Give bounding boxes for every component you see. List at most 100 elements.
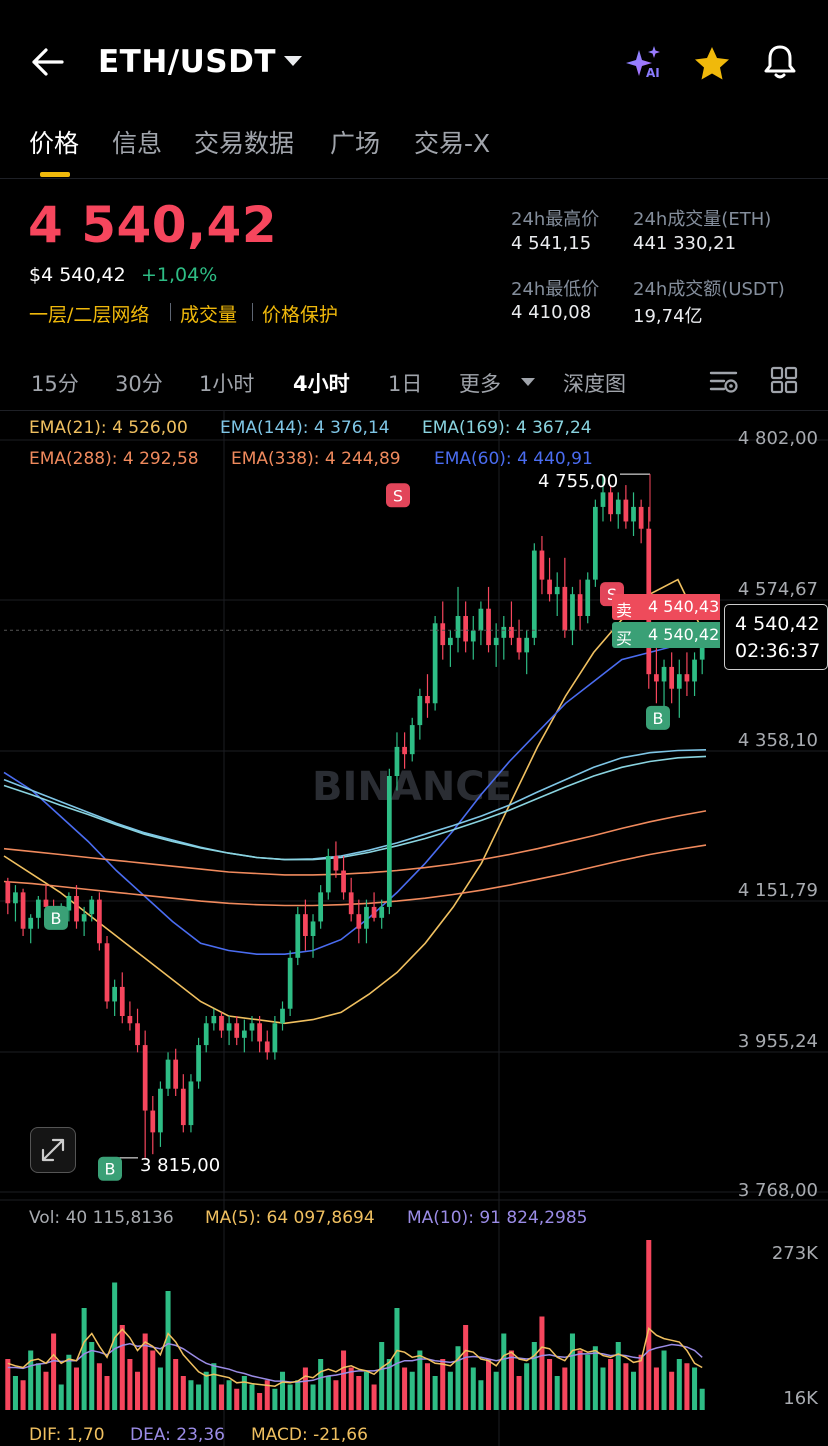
back-button[interactable] (28, 40, 68, 84)
candle-body (448, 637, 453, 646)
ema-line (3, 755, 707, 861)
stat-vol-eth-label: 24h成交量(ETH) (633, 209, 772, 230)
interval-15m[interactable]: 15分 (31, 372, 79, 396)
ema-line (3, 810, 707, 876)
candle-body (425, 696, 430, 704)
candle-body (5, 881, 11, 904)
tag-volume[interactable]: 成交量 (180, 304, 238, 326)
candle-body (371, 906, 377, 918)
indicator-settings-button[interactable] (708, 366, 740, 396)
sell-price: 4 540,43 (648, 597, 720, 616)
expand-arrows-icon (41, 1138, 65, 1162)
candle-body (173, 1059, 179, 1089)
volume-bar (508, 1350, 514, 1410)
candle-body (661, 666, 667, 682)
interval-30m[interactable]: 30分 (115, 372, 163, 396)
volume-bar (577, 1350, 583, 1410)
y-tick: 4 574,67 (737, 579, 818, 600)
sell-marker[interactable]: S (386, 483, 410, 508)
depth-chart-button[interactable]: 深度图 (563, 372, 626, 396)
tag-price-protection[interactable]: 价格保护 (262, 304, 339, 326)
volume-bar (547, 1359, 553, 1410)
candle-body (119, 986, 125, 1016)
y-tick: 3 955,24 (737, 1031, 818, 1052)
pair-selector[interactable]: ETH/USDT (98, 44, 276, 80)
volume-bar (379, 1342, 385, 1410)
volume-bar (310, 1384, 316, 1410)
candle-body (226, 1023, 232, 1031)
buy-marker[interactable]: B (44, 905, 68, 930)
candle-body (241, 1030, 247, 1038)
layout-button[interactable] (770, 366, 798, 394)
volume-bar (325, 1376, 331, 1410)
ai-assistant-button[interactable]: AI (624, 44, 666, 84)
candle-body (654, 674, 659, 682)
buy-marker[interactable]: B (646, 705, 670, 730)
chevron-down-icon[interactable] (284, 56, 302, 66)
favorite-button[interactable] (692, 44, 732, 84)
candle-body (249, 1023, 255, 1031)
volume-bar (440, 1359, 446, 1410)
stat-low: 4 410,08 (511, 302, 592, 323)
volume-bar (51, 1333, 57, 1410)
volume-bar (5, 1359, 11, 1410)
volume-bar (264, 1380, 270, 1410)
stat-high: 4 541,15 (511, 233, 592, 254)
sell-price-tag[interactable]: 卖 4 540,43 (612, 594, 720, 620)
volume-bar (348, 1367, 354, 1410)
candle-body (554, 586, 560, 595)
candle-body (89, 899, 95, 915)
tab-square[interactable]: 广场 (330, 129, 381, 158)
candle-body (592, 506, 598, 580)
marker-label: B (105, 1160, 116, 1179)
candle-body (66, 896, 72, 911)
volume-bar (531, 1342, 537, 1410)
tab-trade-x[interactable]: 交易-X (414, 129, 491, 158)
volume-bar (692, 1367, 698, 1410)
interval-more[interactable]: 更多 (459, 372, 501, 396)
tab-info[interactable]: 信息 (112, 129, 163, 158)
volume-bar (135, 1371, 141, 1410)
tab-price[interactable]: 价格 (29, 129, 80, 158)
change-percent: +1,04% (141, 264, 218, 286)
volume-bar (455, 1346, 461, 1410)
tab-trade-data[interactable]: 交易数据 (194, 129, 295, 158)
candle-body (264, 1041, 270, 1053)
candle-body (547, 579, 552, 595)
volume-bar (386, 1359, 392, 1410)
candle-body (684, 674, 690, 682)
volume-bar (142, 1333, 148, 1410)
candle-body (104, 943, 110, 1002)
ema-line (3, 637, 707, 956)
volume-bar (218, 1384, 224, 1410)
low-price-label: 3 815,00 (140, 1155, 221, 1176)
bell-icon (764, 45, 796, 79)
interval-1h[interactable]: 1小时 (199, 372, 255, 396)
candle-body (631, 506, 636, 522)
volume-bar (226, 1380, 232, 1410)
volume-bar (173, 1359, 179, 1410)
candle-body (386, 776, 392, 907)
volume-bar (524, 1363, 530, 1410)
volume-bar (394, 1308, 400, 1410)
candle-body (150, 1110, 156, 1133)
buy-price-tag[interactable]: 买 4 540,42 (612, 622, 720, 648)
chevron-down-icon[interactable] (521, 378, 535, 386)
volume-bar (104, 1376, 110, 1410)
interval-4h[interactable]: 4小时 (293, 372, 350, 396)
volume-bar (493, 1371, 499, 1410)
interval-1d[interactable]: 1日 (388, 372, 423, 396)
candlestick-chart[interactable]: BINANCE SSBBB (0, 410, 828, 1446)
notifications-button[interactable] (760, 42, 800, 82)
buy-marker[interactable]: B (98, 1156, 122, 1181)
volume-bar (623, 1363, 629, 1410)
candle-body (287, 957, 293, 1009)
volume-bar (318, 1359, 324, 1410)
volume-bar (554, 1376, 560, 1410)
volume-bar (279, 1371, 286, 1410)
tag-layer-network[interactable]: 一层/二层网络 (29, 304, 150, 326)
fullscreen-button[interactable] (30, 1127, 76, 1173)
candle-body (333, 856, 339, 871)
last-price: 4 540,42 (28, 196, 278, 254)
volume-bar (150, 1350, 156, 1410)
